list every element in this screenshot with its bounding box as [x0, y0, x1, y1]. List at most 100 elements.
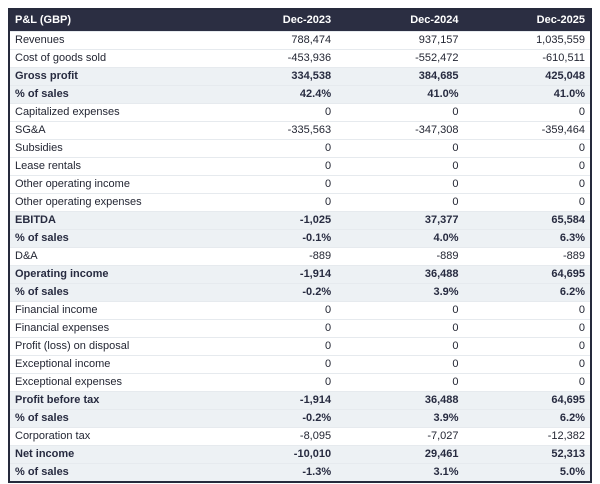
- cell-value: 0: [208, 175, 337, 194]
- cell-value: 0: [208, 337, 337, 356]
- cell-value: 0: [463, 139, 591, 158]
- table-row-emphasis: % of sales 42.4% 41.0% 41.0%: [9, 85, 591, 104]
- cell-value: -10,010: [208, 445, 337, 464]
- row-label: Cost of goods sold: [9, 49, 209, 68]
- cell-value: 0: [336, 139, 464, 158]
- cell-value: 0: [463, 103, 591, 122]
- cell-value: 0: [208, 157, 337, 176]
- cell-value: 0: [336, 319, 464, 338]
- cell-value: -889: [463, 247, 591, 266]
- row-label: Capitalized expenses: [9, 103, 209, 122]
- cell-value: 42.4%: [208, 85, 337, 104]
- cell-value: -0.2%: [208, 409, 337, 428]
- cell-value: 0: [208, 193, 337, 212]
- cell-value: 425,048: [463, 67, 591, 86]
- cell-value: -889: [336, 247, 464, 266]
- table-row: Profit (loss) on disposal 0 0 0: [9, 337, 591, 356]
- row-label: Other operating expenses: [9, 193, 209, 212]
- pnl-table-body: Revenues 788,474 937,157 1,035,559 Cost of g…: [9, 31, 591, 482]
- cell-value: 6.3%: [463, 229, 591, 248]
- cell-value: 0: [336, 373, 464, 392]
- table-row-emphasis: % of sales -0.1% 4.0% 6.3%: [9, 229, 591, 248]
- cell-value: -0.1%: [208, 229, 337, 248]
- row-label: Corporation tax: [9, 427, 209, 446]
- table-row-emphasis: Operating income -1,914 36,488 64,695: [9, 265, 591, 284]
- table-row-emphasis: % of sales -0.2% 3.9% 6.2%: [9, 409, 591, 428]
- row-label: EBITDA: [9, 211, 209, 230]
- cell-value: 4.0%: [336, 229, 464, 248]
- cell-value: -1.3%: [208, 463, 337, 482]
- cell-value: 5.0%: [463, 463, 591, 482]
- table-row-emphasis: % of sales -0.2% 3.9% 6.2%: [9, 283, 591, 302]
- table-row: Capitalized expenses 0 0 0: [9, 103, 591, 122]
- cell-value: 41.0%: [336, 85, 464, 104]
- row-label: % of sales: [9, 409, 209, 428]
- cell-value: 36,488: [336, 391, 464, 410]
- table-row: Financial expenses 0 0 0: [9, 319, 591, 338]
- cell-value: 0: [208, 355, 337, 374]
- table-row: Exceptional income 0 0 0: [9, 355, 591, 374]
- cell-value: -7,027: [336, 427, 464, 446]
- cell-value: 3.9%: [336, 409, 464, 428]
- cell-value: -0.2%: [208, 283, 337, 302]
- table-row: Financial income 0 0 0: [9, 301, 591, 320]
- cell-value: 0: [336, 337, 464, 356]
- row-label: Subsidies: [9, 139, 209, 158]
- cell-value: 3.1%: [336, 463, 464, 482]
- cell-value: 0: [336, 175, 464, 194]
- cell-value: 41.0%: [463, 85, 591, 104]
- row-label: Lease rentals: [9, 157, 209, 176]
- cell-value: 0: [463, 157, 591, 176]
- row-label: Exceptional income: [9, 355, 209, 374]
- table-row-emphasis: EBITDA -1,025 37,377 65,584: [9, 211, 591, 230]
- table-row: Other operating income 0 0 0: [9, 175, 591, 194]
- cell-value: 0: [463, 301, 591, 320]
- row-label: % of sales: [9, 85, 209, 104]
- table-row: Other operating expenses 0 0 0: [9, 193, 591, 212]
- table-row-emphasis: % of sales -1.3% 3.1% 5.0%: [9, 463, 591, 482]
- pnl-table: P&L (GBP) Dec-2023 Dec-2024 Dec-2025 Rev…: [8, 8, 592, 483]
- cell-value: 64,695: [463, 265, 591, 284]
- cell-value: -889: [208, 247, 337, 266]
- cell-value: -359,464: [463, 121, 591, 140]
- row-label: Net income: [9, 445, 209, 464]
- row-label: Gross profit: [9, 67, 209, 86]
- cell-value: 0: [208, 139, 337, 158]
- row-label: Financial expenses: [9, 319, 209, 338]
- cell-value: 29,461: [336, 445, 464, 464]
- cell-value: 6.2%: [463, 409, 591, 428]
- table-row: Lease rentals 0 0 0: [9, 157, 591, 176]
- cell-value: 3.9%: [336, 283, 464, 302]
- table-row-emphasis: Profit before tax -1,914 36,488 64,695: [9, 391, 591, 410]
- row-label: % of sales: [9, 463, 209, 482]
- header-row: P&L (GBP) Dec-2023 Dec-2024 Dec-2025: [9, 9, 591, 32]
- cell-value: 334,538: [208, 67, 337, 86]
- cell-value: 0: [208, 373, 337, 392]
- table-row: SG&A -335,563 -347,308 -359,464: [9, 121, 591, 140]
- cell-value: 0: [336, 301, 464, 320]
- cell-value: 937,157: [336, 31, 464, 50]
- cell-value: -552,472: [336, 49, 464, 68]
- row-label: % of sales: [9, 283, 209, 302]
- column-header-dec-2024: Dec-2024: [336, 9, 464, 32]
- table-row: Subsidies 0 0 0: [9, 139, 591, 158]
- cell-value: 0: [336, 103, 464, 122]
- cell-value: 0: [208, 103, 337, 122]
- cell-value: 0: [336, 193, 464, 212]
- table-row: Cost of goods sold -453,936 -552,472 -610,5…: [9, 49, 591, 68]
- table-row: D&A -889 -889 -889: [9, 247, 591, 266]
- cell-value: -610,511: [463, 49, 591, 68]
- row-label: D&A: [9, 247, 209, 266]
- cell-value: -1,914: [208, 265, 337, 284]
- cell-value: 36,488: [336, 265, 464, 284]
- row-label: Revenues: [9, 31, 209, 50]
- table-row: Corporation tax -8,095 -7,027 -12,382: [9, 427, 591, 446]
- cell-value: 64,695: [463, 391, 591, 410]
- cell-value: -8,095: [208, 427, 337, 446]
- cell-value: -1,914: [208, 391, 337, 410]
- cell-value: -12,382: [463, 427, 591, 446]
- cell-value: 0: [463, 319, 591, 338]
- row-label: SG&A: [9, 121, 209, 140]
- cell-value: 0: [463, 355, 591, 374]
- row-label: Profit before tax: [9, 391, 209, 410]
